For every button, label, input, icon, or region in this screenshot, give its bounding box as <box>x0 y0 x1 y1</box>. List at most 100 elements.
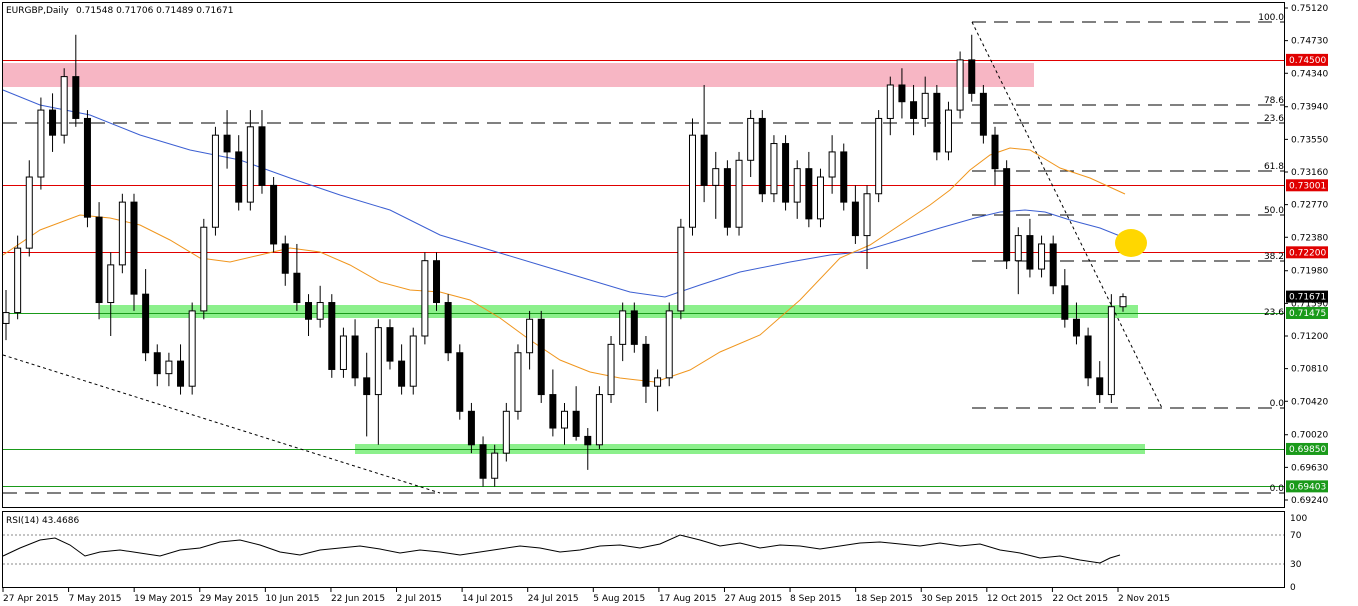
price-badge-bg <box>1286 179 1328 192</box>
candle <box>793 160 801 219</box>
candle-body-down <box>991 134 999 170</box>
candle <box>211 126 219 236</box>
time-tick-label: 2 Nov 2015 <box>1118 594 1170 604</box>
candle-body-up <box>374 327 382 396</box>
candle-body-down <box>1049 243 1057 287</box>
price-tick-label: 0.69630 <box>1291 463 1328 473</box>
candle-body-up <box>770 143 778 195</box>
candle <box>514 344 522 420</box>
candle <box>584 428 592 470</box>
candle-body-up <box>200 226 208 312</box>
candle <box>177 344 185 395</box>
candle-body-up <box>816 176 824 220</box>
time-axis: 27 Apr 2015 7 May 2015 19 May 2015 29 May 2… <box>2 588 1170 604</box>
candle <box>328 294 336 378</box>
time-tick-label: 2 Jul 2015 <box>397 594 442 604</box>
candle <box>130 193 138 311</box>
candle-body-down <box>1084 335 1092 379</box>
candle <box>433 252 441 311</box>
candle-body-up <box>595 394 603 446</box>
candle-body-down <box>72 76 80 119</box>
fib-label: 38.2 <box>1264 252 1284 262</box>
candle <box>828 135 836 194</box>
candle-body-down <box>572 410 580 437</box>
candle-body-down <box>328 302 336 370</box>
candle <box>363 352 371 437</box>
time-tick-label: 7 May 2015 <box>69 594 122 604</box>
candle <box>561 402 568 445</box>
candle <box>2 289 10 341</box>
candle-body-down <box>933 92 941 153</box>
candle-body-down <box>549 394 557 429</box>
candle-body-down <box>130 201 138 295</box>
main-chart-frame <box>2 2 1285 508</box>
candle-body-up <box>188 310 196 387</box>
candle-body-down <box>1003 168 1011 262</box>
candle-body-up <box>502 410 510 454</box>
candle <box>700 84 708 203</box>
candle <box>374 319 382 445</box>
candle-body-down <box>700 134 708 186</box>
candle-body-down <box>910 101 918 119</box>
symbol-label: EURGBP,Daily <box>6 6 69 16</box>
price-badge-bg <box>1286 53 1328 66</box>
candle-body-up <box>514 352 522 412</box>
candle <box>921 76 929 127</box>
candle-body-down <box>782 143 790 203</box>
candle-body-up <box>339 335 347 370</box>
candle-body-up <box>25 176 33 249</box>
price-tick-label: 0.71200 <box>1291 332 1328 342</box>
candle-body-up <box>526 318 534 354</box>
candle-body-down <box>479 444 487 479</box>
fib-label: 61.8 <box>1264 162 1284 172</box>
candle-body-down <box>293 272 301 304</box>
price-tick-label: 0.75120 <box>1291 4 1328 14</box>
price-badge: 0.69403 <box>1286 480 1328 493</box>
price-tick-label: 0.72770 <box>1291 201 1328 211</box>
rsi-tick: 30 <box>1290 560 1302 570</box>
price-badge-label: 0.71475 <box>1289 309 1326 319</box>
candle-body-down <box>456 352 464 412</box>
candle-body-up <box>211 134 219 228</box>
price-badge-label: 0.74500 <box>1289 56 1326 66</box>
candle-body-up <box>1038 243 1046 270</box>
candle <box>735 151 743 236</box>
candle-body-up <box>665 310 673 379</box>
candle-body-up <box>688 134 696 228</box>
candle <box>933 84 941 161</box>
candle <box>235 135 243 211</box>
fib-label: 0.0 <box>1270 484 1285 494</box>
candle-body-down <box>467 410 475 446</box>
candle <box>25 160 33 257</box>
candle-body-down <box>805 168 813 220</box>
candle-body-up <box>421 260 429 337</box>
candle <box>863 185 871 270</box>
time-tick-label: 27 Apr 2015 <box>3 594 59 604</box>
price-tick-label: 0.74340 <box>1291 69 1328 79</box>
candle-body-up <box>828 151 836 178</box>
candle <box>886 76 894 136</box>
candle <box>898 68 906 119</box>
fib-label: 23.6 <box>1264 308 1284 318</box>
time-tick-label: 19 May 2015 <box>134 594 193 604</box>
price-tick-label: 0.73940 <box>1291 103 1328 113</box>
candle-body-down <box>153 352 161 375</box>
candle <box>83 110 91 228</box>
moving-average-long-line <box>2 89 1121 298</box>
candle-body-down <box>258 126 266 186</box>
candle <box>758 110 766 203</box>
price-badge: 0.71475 <box>1286 306 1328 319</box>
candle-body-up <box>37 109 45 178</box>
candle <box>281 235 289 286</box>
candle-body-down <box>49 109 57 136</box>
time-tick-label: 29 May 2015 <box>200 594 259 604</box>
candle <box>491 444 499 487</box>
candle-body-down <box>1096 377 1104 396</box>
price-badge: 0.69850 <box>1286 442 1328 455</box>
candle-body-down <box>1026 235 1034 270</box>
candle <box>49 93 57 152</box>
candle-body-up <box>118 201 126 266</box>
candle <box>1096 361 1104 403</box>
candle <box>1003 160 1011 270</box>
